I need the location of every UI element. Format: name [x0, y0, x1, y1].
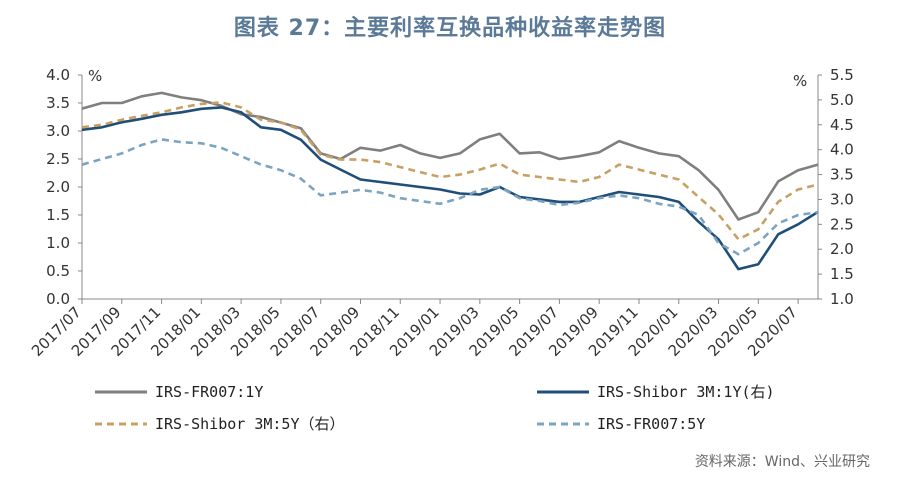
left-tick-label: 0.5 [46, 262, 70, 280]
right-tick-label: 3.0 [830, 190, 854, 208]
left-axis-ticks: 4.0 3.5 3.0 2.5 2.0 1.5 1.0 0.5 0.0 [46, 66, 82, 308]
chart-title: 图表 27：主要利率互换品种收益率走势图 [233, 16, 667, 41]
source-note: 资料来源：Wind、兴业研究 [694, 454, 870, 470]
series-lines [81, 91, 819, 271]
right-tick-label: 5.5 [830, 66, 854, 84]
left-tick-label: 0.0 [46, 290, 70, 308]
legend-label-2: IRS-Shibor 3M:1Y(右) [597, 383, 775, 401]
right-tick-label: 1.0 [830, 290, 854, 308]
series-line-2 [81, 106, 819, 271]
left-tick-label: 3.5 [46, 94, 70, 112]
legend-label-4: IRS-FR007:5Y [597, 415, 705, 433]
left-tick-label: 2.0 [46, 178, 70, 196]
right-tick-label: 1.5 [830, 265, 854, 283]
left-tick-label: 1.5 [46, 206, 70, 224]
right-tick-label: 2.5 [830, 215, 854, 233]
right-tick-label: 3.5 [830, 166, 854, 184]
legend: IRS-FR007:1Y IRS-Shibor 3M:1Y(右) IRS-Shibo… [95, 383, 775, 433]
series-line-1 [81, 91, 819, 221]
legend-label-3: IRS-Shibor 3M:5Y（右） [155, 415, 345, 433]
right-tick-label: 5.0 [830, 91, 854, 109]
left-tick-label: 3.0 [46, 122, 70, 140]
right-tick-label: 2.0 [830, 240, 854, 258]
right-axis-ticks: 5.5 5.0 4.5 4.0 3.5 3.0 2.5 2.0 1.5 1.0 [818, 66, 854, 308]
left-tick-label: 2.5 [46, 150, 70, 168]
left-tick-label: 1.0 [46, 234, 70, 252]
series-line-3 [81, 101, 819, 241]
left-axis-unit: % [88, 67, 102, 85]
left-tick-label: 4.0 [46, 66, 70, 84]
x-axis-ticks: 2017/072017/092017/112018/012018/032018/… [28, 299, 801, 360]
right-tick-label: 4.5 [830, 116, 854, 134]
right-axis-unit: % [793, 72, 807, 90]
plot-frame [81, 75, 819, 300]
legend-label-1: IRS-FR007:1Y [155, 383, 263, 401]
series-line-4 [81, 138, 819, 256]
right-tick-label: 4.0 [830, 141, 854, 159]
